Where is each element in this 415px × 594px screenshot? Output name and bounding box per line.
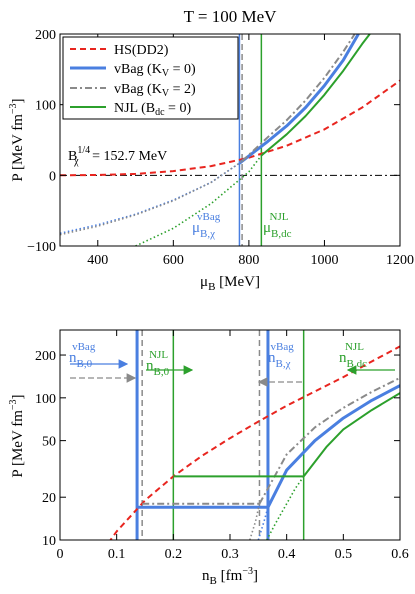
n-vbag0-label: nB,0vBag — [69, 341, 96, 370]
bottom-xtick-label: 0.2 — [165, 547, 183, 562]
legend-label-vbag0: vBag (KV = 0) — [114, 62, 196, 79]
n-njl0-label: nB,0NJL — [146, 349, 170, 378]
figure-title: T = 100 MeV — [184, 7, 278, 26]
bottom-ylabel: P [MeV fm−3] — [8, 394, 26, 477]
n-njldc-label: nB,dcNJL — [339, 341, 367, 370]
bottom-series-vbag2_dotted — [249, 503, 261, 540]
bottom-ytick-label: 50 — [42, 435, 56, 450]
bottom-series-njl — [302, 392, 400, 478]
bottom-xtick-label: 0.5 — [335, 547, 353, 562]
top-series-vbag0_dotted — [60, 162, 240, 235]
bottom-xtick-label: 0.4 — [278, 547, 296, 562]
mu-vbag-label: μB,χvBag — [192, 211, 221, 240]
top-ytick-label: 0 — [49, 169, 56, 184]
top-panel: 400 600 800 1000 1200 −100 0 100 200 P [MeV fm−3… — [8, 28, 414, 293]
bottom-ytick-label: 10 — [42, 534, 56, 549]
mu-njl-label: μB,dcNJL — [263, 211, 292, 240]
top-series-hs — [60, 79, 400, 177]
legend-label-hs: HS(DD2) — [114, 43, 169, 58]
top-frame — [59, 33, 401, 247]
bottom-ytick-label: 20 — [42, 491, 56, 506]
bottom-series-njl_dotted — [266, 475, 305, 540]
bottom-xlabel: nB [fm−3] — [202, 566, 258, 587]
bottom-panel: 0 0.1 0.2 0.3 0.4 0.5 0.6 10 20 50 100 200 P [MeV f… — [8, 329, 409, 587]
top-series-vbag0 — [238, 34, 360, 165]
bottom-xtick-label: 0.3 — [221, 547, 239, 562]
legend-label-vbag2: vBag (KV = 2) — [114, 82, 196, 99]
bottom-xtick-label: 0.1 — [108, 547, 126, 562]
top-xtick-label: 600 — [163, 253, 184, 268]
legend-box — [62, 36, 239, 120]
top-xtick-label: 1200 — [386, 253, 414, 268]
top-ytick-label: 200 — [35, 28, 56, 43]
top-xtick-label: 400 — [87, 253, 108, 268]
bottom-xtick-label: 0 — [57, 547, 64, 562]
top-xtick-label: 800 — [238, 253, 259, 268]
bottom-ytick-label: 100 — [35, 392, 56, 407]
legend: HS(DD2) vBag (KV = 0) vBag (KV = 2) NJL … — [62, 36, 239, 120]
top-xlabel: μB [MeV] — [200, 274, 260, 293]
top-xtick-label: 1000 — [310, 253, 338, 268]
top-ytick-label: −100 — [27, 240, 56, 255]
top-ylabel: P [MeV fm−3] — [8, 98, 26, 181]
top-series-vbag2_dotted — [60, 160, 243, 236]
top-ytick-label: 100 — [35, 99, 56, 114]
legend-label-njl: NJL (Bdc = 0) — [114, 101, 191, 118]
bottom-xtick-label: 0.6 — [391, 547, 409, 562]
bottom-series-hs — [109, 345, 400, 540]
n-vbagchi-label: nB,χvBag — [268, 341, 294, 370]
bottom-series-vbag2 — [258, 377, 400, 505]
bchi-annotation: B1/4 χ = 152.7 MeV — [68, 145, 167, 167]
bottom-series-vbag0_dotted — [257, 506, 269, 540]
top-series-vbag2 — [241, 34, 356, 162]
top-series-njl — [260, 34, 371, 157]
bottom-ytick-label: 200 — [35, 349, 56, 364]
